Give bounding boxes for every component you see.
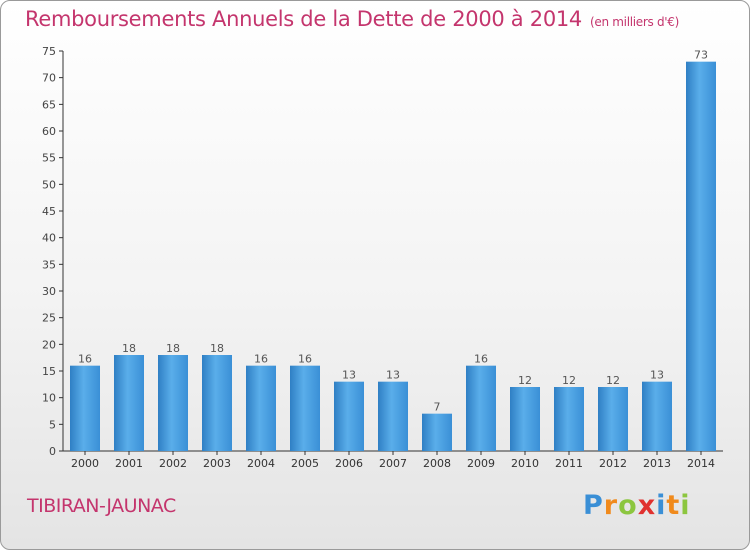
bar-value-label: 73 bbox=[694, 49, 708, 62]
x-tick-label: 2014 bbox=[687, 457, 715, 470]
bar bbox=[202, 355, 232, 451]
bar-value-label: 18 bbox=[122, 342, 136, 355]
bar bbox=[642, 381, 672, 451]
bar-value-label: 16 bbox=[254, 353, 268, 366]
bar bbox=[290, 365, 320, 451]
y-tick-label: 65 bbox=[42, 98, 56, 111]
y-tick-label: 10 bbox=[42, 392, 56, 405]
x-tick-label: 2013 bbox=[643, 457, 671, 470]
y-tick-label: 0 bbox=[49, 445, 56, 458]
x-tick-label: 2007 bbox=[379, 457, 407, 470]
bar-value-label: 16 bbox=[474, 353, 488, 366]
bar bbox=[378, 381, 408, 451]
bar-value-label: 13 bbox=[342, 369, 356, 382]
x-tick-label: 2012 bbox=[599, 457, 627, 470]
x-tick-label: 2002 bbox=[159, 457, 187, 470]
bar bbox=[422, 413, 452, 451]
chart-title: Remboursements Annuels de la Dette de 20… bbox=[25, 7, 679, 31]
bar-value-label: 12 bbox=[606, 374, 620, 387]
chart-title-text: Remboursements Annuels de la Dette de 20… bbox=[25, 7, 582, 31]
x-tick-label: 2006 bbox=[335, 457, 363, 470]
bar bbox=[686, 61, 716, 452]
y-tick-label: 70 bbox=[42, 72, 56, 85]
x-tick-label: 2003 bbox=[203, 457, 231, 470]
proxiti-logo: Proxiti bbox=[583, 490, 691, 521]
logo-letter: r bbox=[603, 490, 619, 521]
y-tick-label: 5 bbox=[49, 418, 56, 431]
logo-letter: t bbox=[666, 490, 681, 521]
y-tick-label: 35 bbox=[42, 258, 56, 271]
bar bbox=[158, 355, 188, 451]
x-tick-label: 2008 bbox=[423, 457, 451, 470]
y-tick-label: 20 bbox=[42, 338, 56, 351]
logo-letter: o bbox=[618, 490, 638, 521]
bar-value-label: 16 bbox=[298, 353, 312, 366]
bar-value-label: 12 bbox=[562, 374, 576, 387]
x-tick-label: 2009 bbox=[467, 457, 495, 470]
y-tick-label: 45 bbox=[42, 205, 56, 218]
commune-name: TIBIRAN-JAUNAC bbox=[27, 495, 176, 517]
x-tick-label: 2010 bbox=[511, 457, 539, 470]
bar-value-label: 16 bbox=[78, 353, 92, 366]
bar bbox=[510, 387, 540, 451]
x-tick-label: 2000 bbox=[71, 457, 99, 470]
chart-labels: 2000 16 2001 18 2002 18 2003 18 2004 16 2005 16 2006… bbox=[71, 49, 715, 470]
bar-value-label: 12 bbox=[518, 374, 532, 387]
logo-letter: P bbox=[583, 490, 604, 521]
y-tick-label: 60 bbox=[42, 125, 56, 138]
bar bbox=[598, 387, 628, 451]
y-tick-label: 40 bbox=[42, 232, 56, 245]
logo-letter: i bbox=[680, 490, 691, 521]
bar-value-label: 18 bbox=[210, 342, 224, 355]
bar bbox=[554, 387, 584, 451]
bar-value-label: 13 bbox=[650, 369, 664, 382]
logo-letter: i bbox=[656, 490, 667, 521]
chart-bars bbox=[70, 61, 716, 452]
bar-value-label: 7 bbox=[434, 401, 441, 414]
bar-value-label: 13 bbox=[386, 369, 400, 382]
y-tick-label: 25 bbox=[42, 312, 56, 325]
x-tick-label: 2011 bbox=[555, 457, 583, 470]
bar bbox=[334, 381, 364, 451]
y-tick-label: 55 bbox=[42, 152, 56, 165]
logo-letter: x bbox=[637, 490, 657, 521]
y-tick-label: 50 bbox=[42, 178, 56, 191]
x-tick-label: 2001 bbox=[115, 457, 143, 470]
bar-value-label: 18 bbox=[166, 342, 180, 355]
chart-subtitle: (en milliers d'€) bbox=[590, 15, 680, 29]
x-tick-label: 2004 bbox=[247, 457, 275, 470]
chart-axes: 0 5 10 15 20 25 30 35 40 45 50 55 60 65 70 75 bbox=[42, 45, 723, 458]
x-tick-label: 2005 bbox=[291, 457, 319, 470]
bar bbox=[246, 365, 276, 451]
bar bbox=[114, 355, 144, 451]
y-tick-label: 30 bbox=[42, 285, 56, 298]
bar bbox=[466, 365, 496, 451]
bar bbox=[70, 365, 100, 451]
y-tick-label: 75 bbox=[42, 45, 56, 58]
y-tick-label: 15 bbox=[42, 365, 56, 378]
